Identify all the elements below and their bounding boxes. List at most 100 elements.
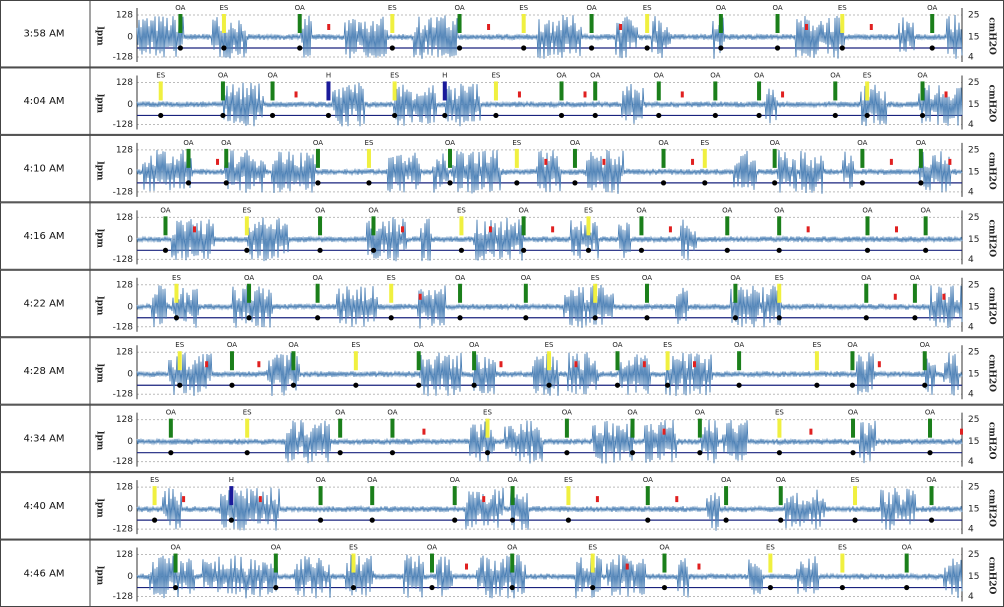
event-label: OA [848, 409, 858, 417]
event-bar [566, 486, 571, 506]
event-bar [737, 351, 742, 371]
event-bar [777, 216, 782, 236]
desat-mark [642, 361, 646, 368]
event-bar [920, 81, 925, 101]
tick-label: 4 [968, 592, 974, 602]
event-label: OA [367, 476, 377, 484]
event-label: OA [507, 476, 517, 484]
time-label: 4:34 AM [23, 433, 64, 444]
event-label: ES [545, 341, 554, 349]
desat-mark [809, 428, 813, 435]
axis-label: cmH2O [987, 85, 997, 123]
marker-dot [173, 315, 180, 321]
event-label: OA [315, 206, 325, 214]
desat-mark [465, 563, 469, 570]
marker-dot [814, 382, 820, 388]
tick-label: -128 [113, 255, 134, 265]
event-bar [315, 148, 320, 168]
event-label: OA [642, 274, 652, 282]
event-bar [245, 418, 250, 438]
event-bar [930, 14, 935, 33]
event-label: OA [612, 341, 622, 349]
marker-dot [723, 517, 729, 523]
event-bar [713, 81, 718, 101]
axis-label: lpm [95, 296, 105, 316]
event-label: ES [512, 139, 521, 147]
event-bar [630, 418, 635, 438]
event-label: OA [695, 409, 705, 417]
event-label: ES [643, 4, 652, 12]
tick-label: 15 [968, 437, 979, 447]
axis-label: cmH2O [987, 422, 997, 460]
event-label: OA [770, 139, 780, 147]
marker-dot [389, 45, 395, 51]
event-label: ES [220, 4, 229, 12]
marker-dot [664, 382, 671, 388]
event-bar [851, 418, 856, 438]
event-label: ES [483, 409, 492, 417]
marker-dot [927, 450, 933, 456]
tick-label: 128 [116, 348, 133, 358]
marker-dot [158, 112, 164, 119]
tick-label: -128 [113, 525, 134, 535]
event-label: OA [730, 274, 740, 282]
event-bar [840, 14, 845, 33]
tick-label: 4 [968, 525, 974, 535]
marker-dot [922, 382, 928, 388]
marker-dot [370, 247, 377, 253]
event-bar [864, 283, 869, 303]
event-bar [656, 81, 661, 101]
event-label: OA [519, 206, 529, 214]
marker-dot [429, 584, 435, 591]
marker-dot [546, 382, 552, 388]
event-bar [639, 216, 644, 236]
event-label: OA [654, 71, 664, 79]
event-label: OA [776, 476, 786, 484]
desat-mark [805, 24, 809, 30]
marker-dot [229, 382, 235, 388]
time-label: 4:40 AM [23, 501, 64, 512]
desat-mark [205, 361, 209, 368]
event-label: OA [721, 476, 731, 484]
event-bar [564, 418, 569, 438]
marker-dot [588, 45, 595, 51]
marker-dot [929, 45, 935, 51]
marker-dot [919, 112, 926, 119]
marker-dot [457, 315, 463, 321]
marker-dot [590, 584, 596, 591]
marker-dot [614, 382, 621, 388]
tick-label: 25 [968, 213, 979, 223]
event-label: ES [492, 71, 501, 79]
desat-mark [675, 496, 679, 503]
event-bar [390, 418, 395, 438]
event-label: ES [838, 4, 847, 12]
event-bar [547, 351, 552, 371]
event-bar [370, 486, 375, 506]
desat-mark [869, 24, 873, 30]
event-label: OA [507, 544, 517, 552]
tick-label: 4 [968, 120, 974, 130]
event-bar [923, 216, 928, 236]
tick-label: 25 [968, 280, 979, 290]
event-label: OA [218, 71, 228, 79]
marker-dot [638, 247, 645, 253]
marker-dot [514, 180, 520, 186]
axis-label: lpm [95, 94, 105, 114]
marker-dot [162, 247, 169, 253]
event-label: OA [469, 341, 479, 349]
event-label: ES [457, 206, 466, 214]
event-label: OA [774, 206, 784, 214]
event-label: OA [910, 274, 920, 282]
event-label: OA [659, 544, 669, 552]
marker-dot [337, 450, 343, 456]
desat-mark [960, 428, 964, 435]
tick-label: 15 [968, 505, 979, 515]
axis-label: cmH2O [987, 287, 997, 325]
marker-dot [244, 247, 250, 253]
event-bar [514, 148, 519, 168]
tick-label: 25 [968, 483, 979, 493]
tick-label: 0 [127, 505, 133, 515]
desat-mark [294, 91, 298, 98]
row: 3:58 AM lpm cmH2O 128 25 0 15 -128 4 OA ES OA ES OA ES… [0, 0, 1004, 68]
event-bar [593, 81, 598, 101]
